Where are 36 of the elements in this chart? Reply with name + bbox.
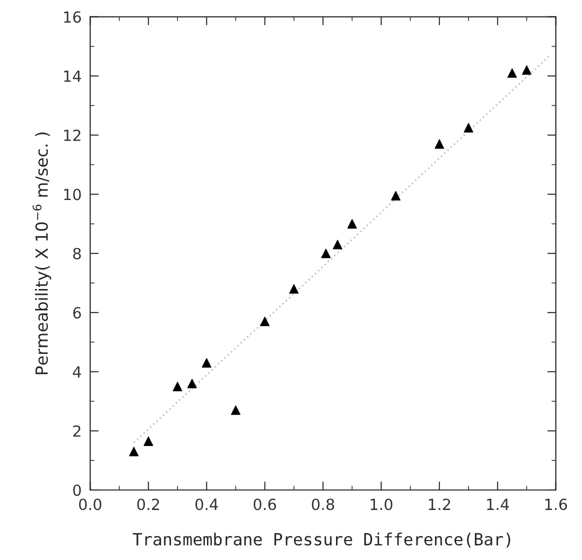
y-tick-label: 16 (64, 11, 81, 23)
point (347, 219, 357, 229)
x-tick-label: 1.2 (428, 498, 450, 510)
x-tick-label: 0.6 (254, 498, 276, 510)
point (230, 405, 240, 415)
point (202, 358, 212, 368)
x-tick-label: 0.4 (195, 498, 218, 510)
x-tick-label: 0.2 (137, 498, 160, 510)
point (260, 316, 270, 326)
point (434, 139, 444, 149)
y-tick-label: 12 (64, 130, 80, 141)
point (522, 65, 532, 75)
point (464, 122, 474, 132)
x-axis-title: Transmembrane Pressure Difference(Bar) (132, 532, 510, 548)
y-tick-label: 14 (64, 70, 82, 82)
y-tick-label: 8 (73, 248, 81, 260)
y-axis-title: Permeability( X 10$^{−6}$ m/sec. ) (32, 132, 52, 374)
point (321, 248, 331, 258)
y-tick-label: 10 (64, 188, 81, 200)
x-tick-label: 1.6 (545, 498, 567, 510)
point (144, 436, 154, 446)
point (391, 190, 401, 200)
point (172, 382, 182, 392)
y-tick-label: 4 (72, 366, 82, 378)
x-tick-label: 1.4 (487, 498, 509, 510)
point (187, 378, 197, 388)
point (507, 68, 517, 78)
point (289, 284, 299, 294)
x-tick-label: 0.8 (312, 498, 334, 510)
x-tick-label: 1.0 (370, 498, 392, 510)
y-tick-label: 0 (73, 484, 81, 496)
point (332, 240, 342, 250)
y-tick-label: 6 (73, 307, 81, 319)
y-tick-label: 2 (73, 425, 80, 437)
point (129, 446, 139, 456)
x-tick-label: 0.0 (79, 498, 102, 510)
